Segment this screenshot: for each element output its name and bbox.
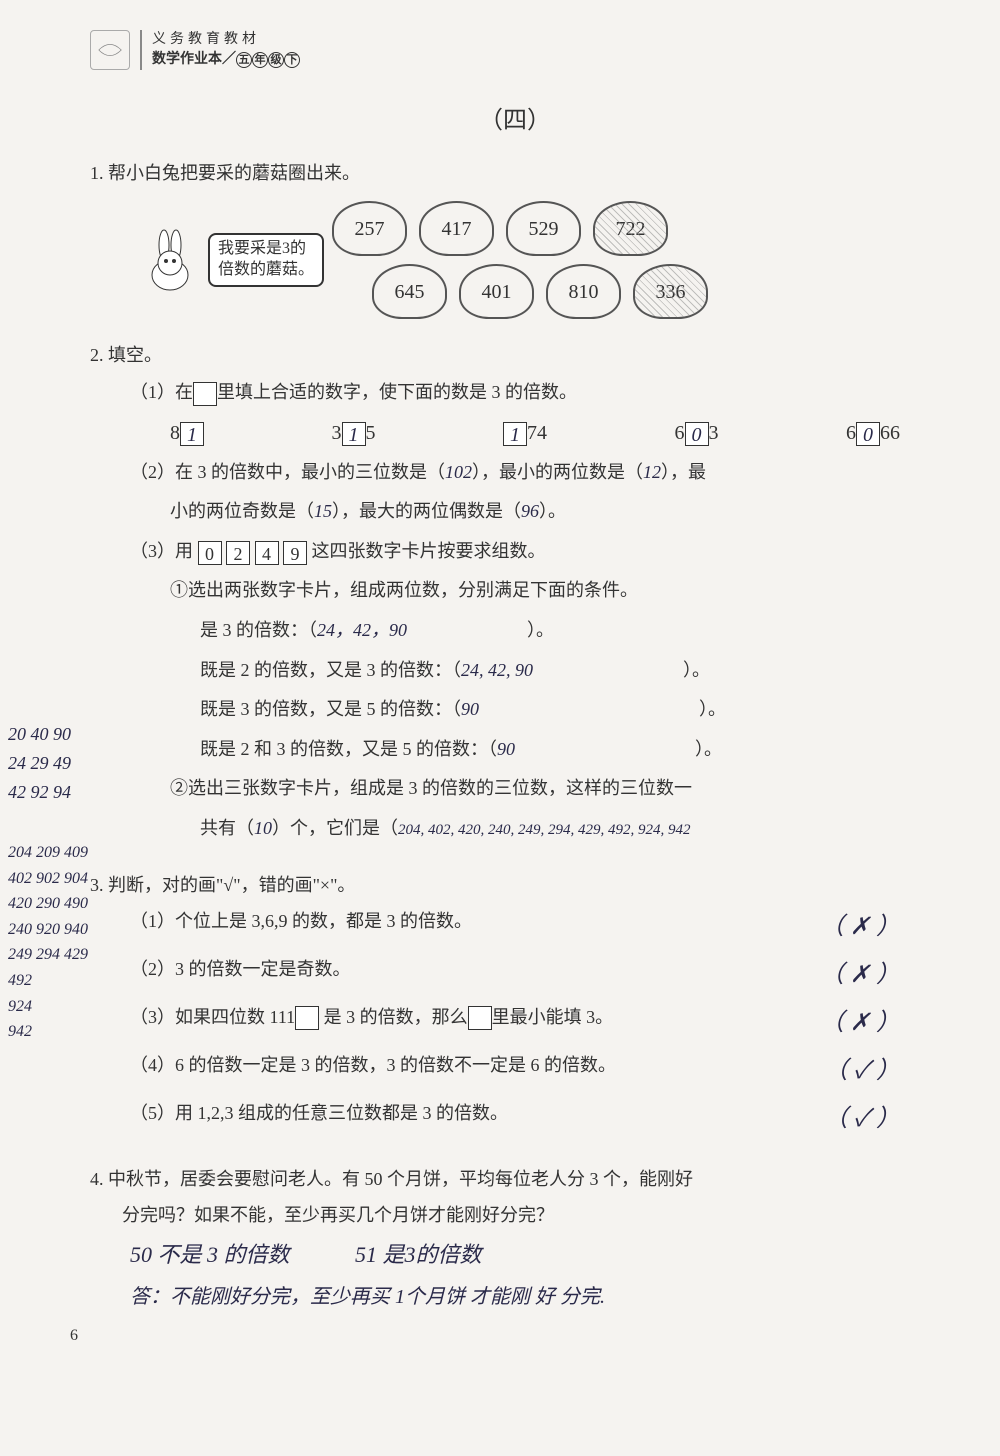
problem-1: 1. 帮小白兔把要采的蘑菇圈出来。 我要采是3的 倍数的蘑菇。 257 417 … [90, 155, 940, 319]
logo-icon [90, 30, 130, 70]
p2-prompt: 2. 填空。 [90, 337, 940, 373]
p3-prompt: 3. 判断，对的画"√"，错的画"×"。 [90, 867, 940, 903]
page-header: 义务教育教材 数学作业本／五年级下 [90, 30, 940, 70]
problem-2: 2. 填空。 （1）在里填上合适的数字，使下面的数是 3 的倍数。 81 315… [90, 337, 940, 849]
p2-s3-l1: 是 3 的倍数：（24，42，90）。 [200, 611, 940, 651]
speech-bubble: 我要采是3的 倍数的蘑菇。 [208, 233, 324, 287]
mushroom: 810 [546, 264, 621, 319]
p2-s2: （2）在 3 的倍数中，最小的三位数是（102），最小的两位数是（12），最 [130, 453, 940, 493]
p4-work: 50 不是 3 的倍数 51 是3的倍数 [130, 1233, 940, 1277]
mushroom: 336 [633, 264, 708, 319]
p4-prompt-a: 4. 中秋节，居委会要慰问老人。有 50 个月饼，平均每位老人分 3 个，能刚好 [90, 1161, 940, 1197]
p2-s1-fills: 81 315 174 603 6066 [170, 413, 900, 453]
mushroom: 417 [419, 201, 494, 256]
p2-s2-cont: 小的两位奇数是（15），最大的两位偶数是（96）。 [170, 492, 940, 532]
empty-box [193, 382, 217, 406]
mushroom: 722 [593, 201, 668, 256]
problem-3: 3. 判断，对的画"√"，错的画"×"。 （1）个位上是 3,6,9 的数，都是… [90, 867, 940, 1143]
p4-prompt-b: 分完吗？如果不能，至少再买几个月饼才能刚好分完？ [122, 1197, 940, 1233]
mushroom: 529 [506, 201, 581, 256]
page-number: 6 [70, 1327, 78, 1345]
mushroom: 645 [372, 264, 447, 319]
p4-answer: 答：不能刚好分完，至少再买 1个月饼 才能刚 好 分完. [130, 1277, 940, 1317]
mushroom-area: 我要采是3的 倍数的蘑菇。 257 417 529 722 645 401 81… [140, 201, 940, 319]
p3-item-4: （4）6 的倍数一定是 3 的倍数，3 的倍数不一定是 6 的倍数。（ ✓ ） [130, 1047, 900, 1095]
p2-s3-l4: 既是 2 和 3 的倍数，又是 5 的倍数：（90）。 [200, 730, 940, 770]
p1-prompt: 1. 帮小白兔把要采的蘑菇圈出来。 [90, 155, 940, 191]
p2-s3-l3: 既是 3 的倍数，又是 5 的倍数：（90）。 [200, 690, 940, 730]
p2-s3-i2b: 共有（10）个，它们是（204, 402, 420, 240, 249, 294… [200, 809, 940, 849]
margin-block2: 204 209 409 402 902 904 420 290 490 240 … [8, 840, 88, 1045]
p3-item-5: （5）用 1,2,3 组成的任意三位数都是 3 的倍数。（ ✓ ） [130, 1095, 900, 1143]
p2-s3-i2a: ②选出三张数字卡片，组成是 3 的倍数的三位数，这样的三位数一 [170, 769, 940, 809]
header-text: 义务教育教材 数学作业本／五年级下 [140, 30, 300, 69]
header-line2: 数学作业本／五年级下 [152, 50, 300, 70]
header-line1: 义务教育教材 [152, 30, 300, 50]
problem-4: 4. 中秋节，居委会要慰问老人。有 50 个月饼，平均每位老人分 3 个，能刚好… [90, 1161, 940, 1317]
p2-s1: （1）在里填上合适的数字，使下面的数是 3 的倍数。 [130, 373, 940, 413]
p3-item-2: （2）3 的倍数一定是奇数。（ ✗ ） [130, 951, 900, 999]
mushroom: 257 [332, 201, 407, 256]
mushroom: 401 [459, 264, 534, 319]
p2-s3: （3）用 0 2 4 9 这四张数字卡片按要求组数。 [130, 532, 940, 572]
p3-item-1: （1）个位上是 3,6,9 的数，都是 3 的倍数。（ ✗ ） [130, 903, 900, 951]
p3-item-3: （3）如果四位数 111 是 3 的倍数，那么里最小能填 3。（ ✗ ） [130, 999, 900, 1047]
p2-s3-l2: 既是 2 的倍数，又是 3 的倍数：（24, 42, 90）。 [200, 651, 940, 691]
section-title: （四） [90, 100, 940, 135]
margin-block1: 20 40 90 24 29 49 42 92 94 [8, 720, 71, 806]
p2-s3-i1: ①选出两张数字卡片，组成两位数，分别满足下面的条件。 [170, 571, 940, 611]
rabbit-icon [140, 225, 200, 295]
